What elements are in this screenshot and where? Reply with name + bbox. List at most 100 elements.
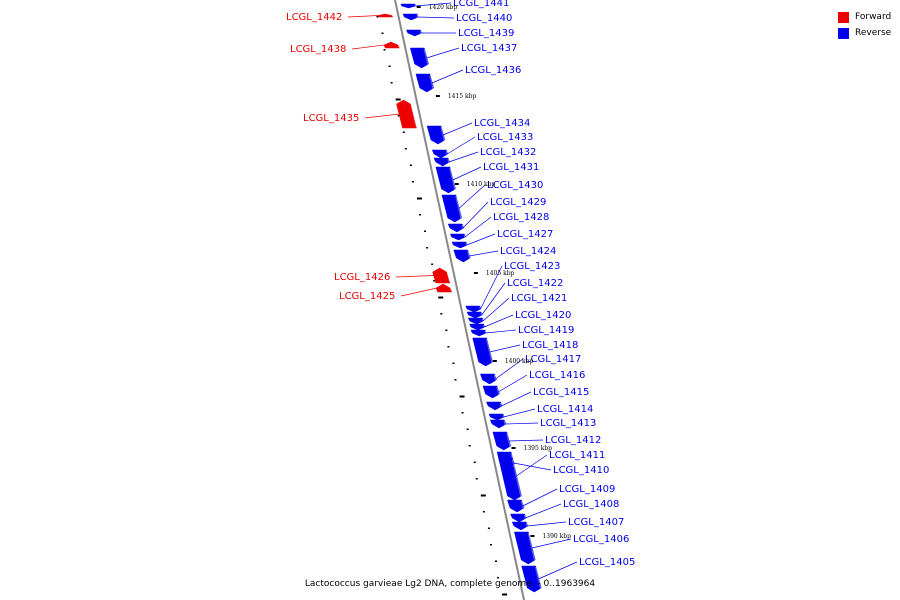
gene-feature-LCGL_1424[interactable]	[453, 249, 471, 263]
gene-feature-LCGL_1435[interactable]	[396, 99, 417, 129]
gene-feature-LCGL_1419[interactable]	[470, 329, 487, 337]
gene-label-LCGL_1438[interactable]: LCGL_1438	[290, 44, 346, 55]
gene-feature-LCGL_1407[interactable]	[511, 521, 529, 531]
gene-feature-LCGL_1432[interactable]	[433, 157, 451, 167]
scale-tick	[530, 535, 535, 537]
gene-feature-LCGL_1415[interactable]	[486, 401, 503, 411]
leader-line-LCGL_1437	[426, 47, 460, 59]
axis-tick	[381, 32, 384, 34]
gene-feature-LCGL_1406[interactable]	[514, 531, 536, 565]
leader-line-LCGL_1419	[485, 329, 517, 334]
gene-label-LCGL_1413[interactable]: LCGL_1413	[540, 418, 596, 429]
gene-features	[377, 3, 543, 593]
gene-feature-LCGL_1430[interactable]	[441, 194, 463, 223]
gene-label-LCGL_1410[interactable]: LCGL_1410	[553, 465, 609, 476]
gene-label-LCGL_1419[interactable]: LCGL_1419	[518, 325, 574, 336]
gene-label-LCGL_1440[interactable]: LCGL_1440	[456, 13, 512, 24]
gene-feature-LCGL_1420[interactable]	[469, 323, 486, 331]
gene-label-LCGL_1417[interactable]: LCGL_1417	[525, 354, 581, 365]
scale-label: 1415 kbp	[448, 93, 477, 100]
gene-label-LCGL_1407[interactable]: LCGL_1407	[568, 517, 624, 528]
gene-feature-LCGL_1428[interactable]	[449, 233, 466, 241]
gene-label-LCGL_1435[interactable]: LCGL_1435	[303, 113, 359, 124]
gene-label-LCGL_1437[interactable]: LCGL_1437	[461, 43, 517, 54]
gene-label-LCGL_1426[interactable]: LCGL_1426	[334, 272, 390, 283]
leader-line-LCGL_1407	[527, 521, 567, 527]
gene-feature-LCGL_1423[interactable]	[465, 305, 482, 313]
gene-feature-highlight	[391, 14, 394, 17]
gene-feature-LCGL_1437[interactable]	[409, 47, 429, 69]
gene-feature-highlight	[525, 522, 529, 530]
gene-label-LCGL_1428[interactable]: LCGL_1428	[493, 212, 549, 223]
gene-label-LCGL_1423[interactable]: LCGL_1423	[504, 261, 560, 272]
gene-label-LCGL_1429[interactable]: LCGL_1429	[490, 197, 546, 208]
gene-feature-LCGL_1431[interactable]	[435, 166, 456, 194]
gene-feature-LCGL_1429[interactable]	[447, 223, 465, 233]
gene-label-LCGL_1430[interactable]: LCGL_1430	[487, 180, 543, 191]
gene-label-LCGL_1432[interactable]: LCGL_1432	[480, 147, 536, 158]
gene-label-LCGL_1424[interactable]: LCGL_1424	[500, 246, 556, 257]
gene-label-LCGL_1431[interactable]: LCGL_1431	[483, 162, 539, 173]
axis-tick	[466, 428, 469, 430]
gene-label-LCGL_1408[interactable]: LCGL_1408	[563, 499, 619, 510]
gene-label-LCGL_1405[interactable]: LCGL_1405	[579, 557, 635, 568]
leader-line-LCGL_1432	[448, 151, 479, 163]
gene-label-LCGL_1422[interactable]: LCGL_1422	[507, 278, 563, 289]
axis-tick	[424, 230, 427, 232]
gene-label-LCGL_1412[interactable]: LCGL_1412	[545, 435, 601, 446]
axis-tick	[475, 478, 478, 480]
leader-line-LCGL_1438	[351, 44, 385, 50]
gene-feature-highlight	[409, 100, 418, 128]
leader-line-LCGL_1436	[431, 69, 464, 84]
gene-label-LCGL_1434[interactable]: LCGL_1434	[474, 118, 530, 129]
gene-feature-LCGL_1434[interactable]	[426, 125, 446, 145]
legend-reverse-label: Reverse	[855, 28, 892, 38]
axis-tick	[376, 16, 379, 18]
gene-feature-LCGL_1409[interactable]	[507, 499, 525, 513]
gene-feature-LCGL_1440[interactable]	[402, 13, 419, 21]
gene-label-LCGL_1411[interactable]: LCGL_1411	[549, 450, 605, 461]
gene-feature-LCGL_1416[interactable]	[482, 385, 500, 399]
strand-legend: Forward Reverse	[838, 9, 891, 41]
gene-feature-LCGL_1408[interactable]	[510, 513, 527, 523]
gene-feature-LCGL_1426[interactable]	[432, 267, 451, 284]
gene-feature-LCGL_1421[interactable]	[467, 317, 484, 325]
gene-label-LCGL_1409[interactable]: LCGL_1409	[559, 484, 615, 495]
gene-label-LCGL_1433[interactable]: LCGL_1433	[477, 132, 533, 143]
gene-label-LCGL_1421[interactable]: LCGL_1421	[511, 293, 567, 304]
gene-label-LCGL_1406[interactable]: LCGL_1406	[573, 534, 629, 545]
gene-label-LCGL_1420[interactable]: LCGL_1420	[515, 310, 571, 321]
gene-feature-LCGL_1405[interactable]	[521, 565, 542, 593]
gene-label-LCGL_1418[interactable]: LCGL_1418	[522, 340, 578, 351]
gene-feature-LCGL_1422[interactable]	[466, 311, 483, 319]
gene-label-LCGL_1414[interactable]: LCGL_1414	[537, 404, 593, 415]
gene-feature-LCGL_1414[interactable]	[488, 413, 505, 421]
gene-label-LCGL_1436[interactable]: LCGL_1436	[465, 65, 521, 76]
legend-forward-label: Forward	[855, 12, 892, 22]
gene-feature-LCGL_1425[interactable]	[435, 283, 453, 293]
gene-feature-LCGL_1418[interactable]	[472, 337, 493, 367]
gene-label-LCGL_1439[interactable]: LCGL_1439	[458, 28, 514, 39]
leader-line-LCGL_1408	[525, 503, 562, 519]
scale-label: 1410 kbp	[467, 181, 496, 188]
gene-label-LCGL_1415[interactable]: LCGL_1415	[533, 387, 589, 398]
gene-label-LCGL_1425[interactable]: LCGL_1425	[339, 291, 395, 302]
axis-tick	[438, 296, 444, 299]
gene-feature-LCGL_1410[interactable]	[498, 457, 515, 469]
gene-label-LCGL_1416[interactable]: LCGL_1416	[529, 370, 585, 381]
gene-feature-LCGL_1412[interactable]	[492, 431, 512, 451]
gene-feature-LCGL_1438[interactable]	[383, 41, 400, 49]
gene-feature-LCGL_1413[interactable]	[489, 419, 507, 429]
gene-label-LCGL_1442[interactable]: LCGL_1442	[286, 12, 342, 23]
gene-label-LCGL_1427[interactable]: LCGL_1427	[497, 229, 553, 240]
gene-feature-LCGL_1442[interactable]	[377, 13, 394, 18]
gene-feature-LCGL_1439[interactable]	[406, 29, 423, 37]
leader-line-LCGL_1411	[516, 454, 548, 477]
axis-tick	[404, 148, 407, 150]
gene-feature-LCGL_1427[interactable]	[451, 241, 468, 249]
gene-feature-LCGL_1417[interactable]	[480, 373, 497, 385]
gene-feature-LCGL_1436[interactable]	[415, 73, 435, 93]
gene-feature-LCGL_1433[interactable]	[431, 149, 449, 159]
gene-feature-LCGL_1441[interactable]	[400, 3, 417, 9]
gene-label-LCGL_1441[interactable]: LCGL_1441	[453, 0, 509, 9]
